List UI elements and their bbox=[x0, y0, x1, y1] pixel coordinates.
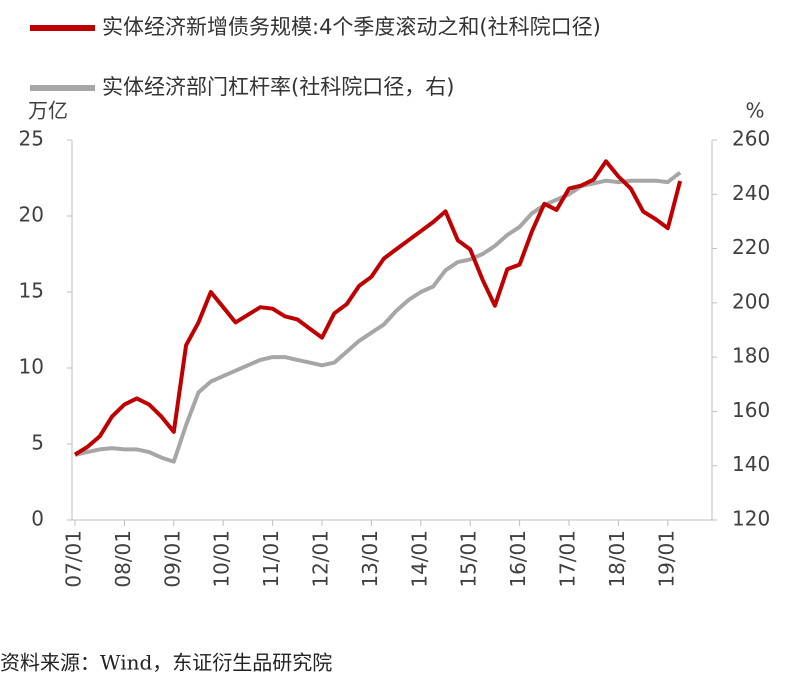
y2-tick-label: 160 bbox=[732, 398, 770, 422]
x-tick-label: 10/01 bbox=[210, 530, 234, 588]
data-line bbox=[73, 159, 683, 457]
x-tick-label: 11/01 bbox=[259, 530, 283, 588]
x-tick-label: 18/01 bbox=[605, 530, 629, 588]
y2-tick-label: 220 bbox=[732, 235, 770, 259]
y2-tick-label: 240 bbox=[732, 181, 770, 205]
right-unit: % bbox=[745, 99, 764, 123]
x-tick-label: 15/01 bbox=[457, 530, 481, 588]
y2-tick-label: 260 bbox=[732, 127, 770, 151]
x-tick-label: 16/01 bbox=[506, 530, 530, 588]
y-tick-label: 20 bbox=[19, 203, 44, 227]
x-tick-label: 12/01 bbox=[309, 530, 333, 588]
y2-tick-label: 140 bbox=[732, 452, 770, 476]
data-line bbox=[74, 171, 682, 464]
x-tick-label: 14/01 bbox=[407, 530, 431, 588]
x-tick-label: 07/01 bbox=[62, 530, 86, 588]
source-note: 资料来源：Wind，东证衍生品研究院 bbox=[0, 651, 332, 675]
y2-tick-label: 200 bbox=[732, 289, 770, 313]
left-unit: 万亿 bbox=[28, 99, 68, 123]
y2-tick-label: 180 bbox=[732, 344, 770, 368]
y-tick-label: 5 bbox=[31, 431, 44, 455]
y-tick-label: 10 bbox=[19, 355, 44, 379]
x-tick-label: 13/01 bbox=[358, 530, 382, 588]
y-tick-label: 15 bbox=[19, 279, 44, 303]
y-tick-label: 0 bbox=[31, 507, 44, 531]
x-tick-label: 19/01 bbox=[654, 530, 678, 588]
x-tick-label: 09/01 bbox=[160, 530, 184, 588]
y-tick-label: 25 bbox=[19, 127, 44, 151]
legend-label: 实体经济部门杠杆率(社科院口径，右) bbox=[102, 75, 454, 99]
legend-label: 实体经济新增债务规模:4个季度滚动之和(社科院口径) bbox=[102, 15, 601, 39]
x-tick-label: 08/01 bbox=[111, 530, 135, 588]
x-tick-label: 17/01 bbox=[556, 530, 580, 588]
y2-tick-label: 120 bbox=[732, 507, 770, 531]
